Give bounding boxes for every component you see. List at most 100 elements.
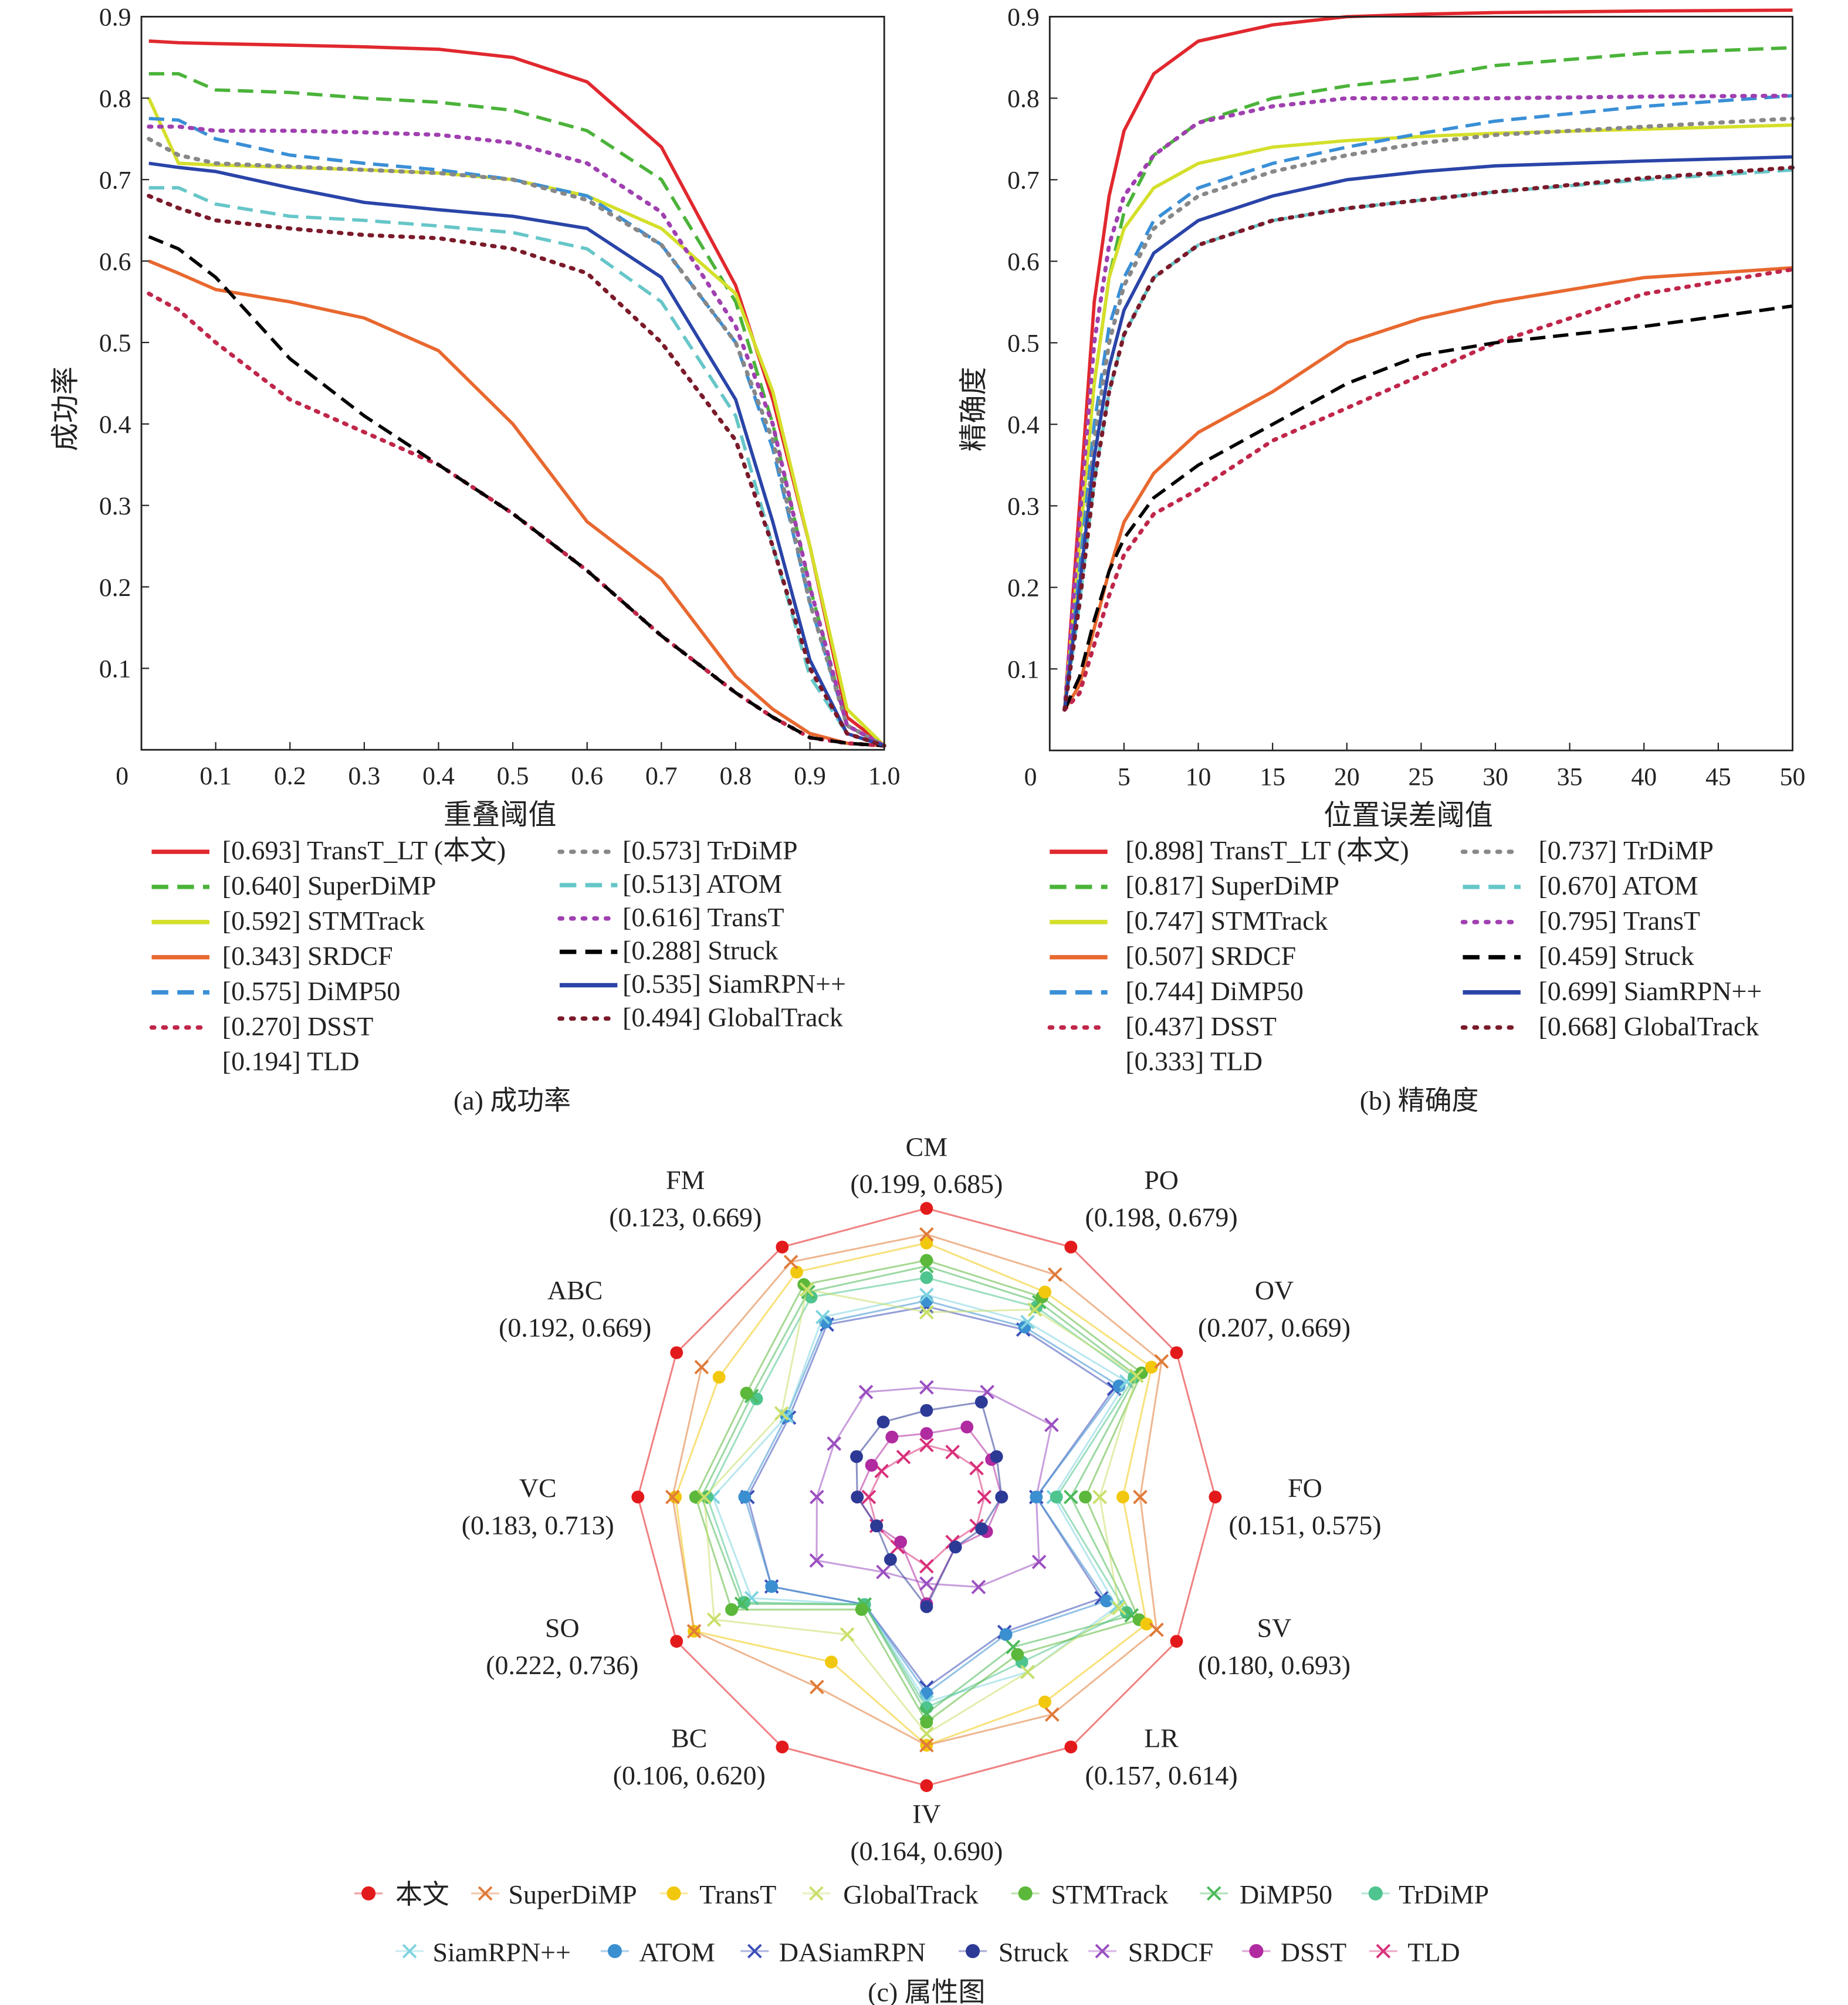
y-tick-label: 0.8 [1007,85,1040,113]
radar-axis-label: SV [1257,1613,1292,1642]
x-tick-label: 0.7 [645,762,678,790]
legend-label: [0.575] DiMP50 [222,976,401,1006]
radar-point [686,1624,702,1639]
series-line [1062,94,1793,710]
x-tick-label: 50 [1780,763,1806,791]
radar-point [725,1603,738,1616]
radar-axis-range: (0.164, 0.690) [850,1836,1003,1866]
y-tick-label: 0.7 [1007,167,1040,195]
legend-label: [0.640] SuperDiMP [222,871,436,900]
x-tick-label: 0.5 [497,762,529,790]
radar-point [776,1740,789,1754]
radar-point [694,1360,709,1374]
radar-point [876,1564,891,1580]
radar-point [670,1635,683,1648]
legend-label: [0.270] DSST [222,1011,374,1041]
y-tick-label: 0.1 [99,655,131,683]
radar-point [919,1380,934,1395]
y-axis-label: 成功率 [50,367,81,451]
radar-axis-label: IV [912,1799,940,1828]
radar-point [919,1438,934,1452]
y-tick-label: 0.5 [99,329,131,357]
legend-marker [1018,1886,1033,1901]
radar-point [740,1386,753,1400]
radar-point [920,1715,933,1729]
radar-point [1133,1489,1148,1505]
legend-label: [0.670] ATOM [1538,871,1698,900]
radar-point [876,1415,890,1429]
radar-axis-range: (0.183, 0.713) [462,1510,614,1540]
x-tick-label: 30 [1483,763,1508,791]
radar-point [1079,1491,1092,1503]
radar-axis-label: OV [1255,1275,1294,1305]
legend-marker [1249,1944,1264,1959]
radar-point [1145,1360,1158,1374]
radar-point [865,1458,878,1472]
x-tick-label: 0.9 [794,762,826,790]
radar-point [1116,1491,1129,1503]
radar-point [1038,1695,1052,1709]
radar-point [783,1255,798,1269]
x-axis-label: 位置误差阈值 [1324,800,1493,831]
radar-point [884,1553,897,1566]
radar-point [920,1254,933,1267]
radar-point [825,1655,838,1669]
radar-axis-label: VC [519,1473,557,1503]
y-tick-label: 0.2 [1007,574,1040,602]
legend-label: SuperDiMP [508,1879,637,1909]
radar-point [999,1628,1013,1641]
legend-label: [0.747] STMTrack [1125,906,1328,936]
legend-label: [0.668] GlobalTrack [1538,1011,1759,1041]
radar-axis-range: (0.198, 0.679) [1085,1203,1238,1232]
series-line [148,161,885,747]
radar-point [1064,1740,1078,1754]
radar-point [920,1237,933,1249]
radar-point [896,1449,911,1465]
x-tick-label: 0.2 [274,762,306,790]
series-line [1062,165,1795,712]
radar-axis-range: (0.199, 0.685) [850,1169,1003,1199]
x-axis-label: 重叠阈值 [444,800,556,831]
legend-label: DiMP50 [1240,1879,1332,1909]
legend-label: DASiamRPN [779,1938,926,1967]
series-line [1062,168,1793,710]
x-tick-label: 10 [1186,763,1211,791]
radar-axis-range: (0.192, 0.669) [499,1313,651,1343]
legend-marker [1206,1886,1221,1901]
chart-caption: (c) 属性图 [868,1977,985,2005]
legend-marker [808,1886,824,1901]
radar-axis-label: PO [1144,1165,1179,1195]
legend-label: [0.898] TransT_LT (本文) [1125,835,1409,865]
radar-axis-range: (0.207, 0.669) [1198,1313,1351,1343]
series-line [1062,123,1793,710]
x-tick-label: 0.4 [422,762,455,790]
radar-point [920,1779,933,1792]
x-tick-label: 1.0 [868,762,901,790]
radar-point [765,1580,779,1593]
y-tick-label: 0.2 [99,574,131,602]
radar-point [1064,1489,1078,1505]
series-line [148,186,885,747]
radar-point [977,1489,992,1505]
radar-point [712,1370,726,1384]
radar-axis-label: ABC [547,1275,603,1305]
radar-point [631,1491,645,1503]
y-axis-label: 精确度 [959,367,990,451]
radar-point [1064,1240,1078,1254]
radar-point [1020,1315,1035,1330]
radar-axis-label: LR [1144,1723,1179,1753]
radar-point [919,1559,934,1574]
legend-label: ATOM [639,1938,715,1967]
radar-point [974,1396,988,1409]
radar-point [1050,1491,1063,1503]
legend-marker [666,1886,681,1901]
y-tick-label: 0.3 [99,492,131,520]
legend-label: [0.592] STMTrack [222,906,425,936]
radar-point [885,1430,899,1444]
series-line [147,124,886,748]
x-tick-label: 0.3 [348,762,381,790]
radar-point [920,1404,933,1417]
y-tick-label: 0.5 [1007,330,1040,358]
legend-marker [361,1886,376,1901]
